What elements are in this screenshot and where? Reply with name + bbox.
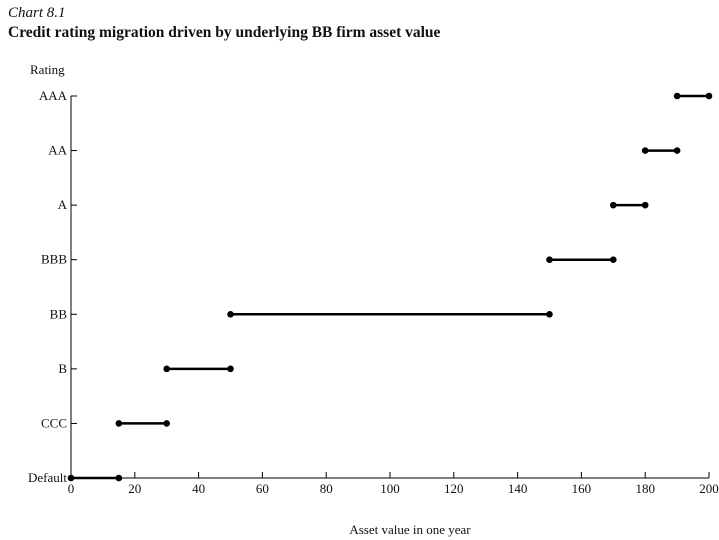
y-tick-label: BBB [41,252,67,267]
point-aa-end [673,147,681,154]
x-tick-label: 60 [256,481,269,496]
point-ccc-start [115,420,123,427]
y-tick-label: B [58,361,67,376]
point-bb-end [546,310,553,318]
y-tick-label: AA [48,143,67,158]
x-tick-label: 100 [380,481,400,496]
x-axis-label: Asset value in one year [349,522,471,537]
x-tick-label: 80 [320,481,333,496]
y-tick-label: A [58,197,68,212]
y-axis-label: Rating [30,62,65,77]
x-tick-label: 20 [128,481,141,496]
y-tick-label: CCC [41,415,67,430]
x-tick-label: 40 [192,481,205,496]
chart-title: Credit rating migration driven by underl… [8,24,441,41]
point-bbb-end [610,256,617,264]
x-tick-label: 200 [699,481,719,496]
x-tick-label: 140 [508,481,528,496]
x-tick-label: 0 [68,481,75,496]
x-tick-label: 120 [444,481,464,496]
point-default-end [115,474,123,482]
point-aaa-start [673,92,681,100]
point-b-end [227,365,234,373]
point-bb-start [227,310,234,318]
x-tick-label: 180 [635,481,655,496]
point-b-start [163,365,170,373]
y-tick-label: Default [28,470,67,485]
point-default-start [67,474,75,482]
point-a-end [641,201,649,209]
y-tick-label: AAA [39,88,68,103]
chart-number: Chart 8.1 [8,5,66,21]
x-tick-label: 160 [572,481,592,496]
point-bbb-start [546,256,553,264]
point-ccc-end [163,420,170,427]
point-aa-start [641,147,649,154]
point-a-start [610,201,617,209]
y-tick-label: BB [50,306,68,321]
point-aaa-end [705,92,713,100]
